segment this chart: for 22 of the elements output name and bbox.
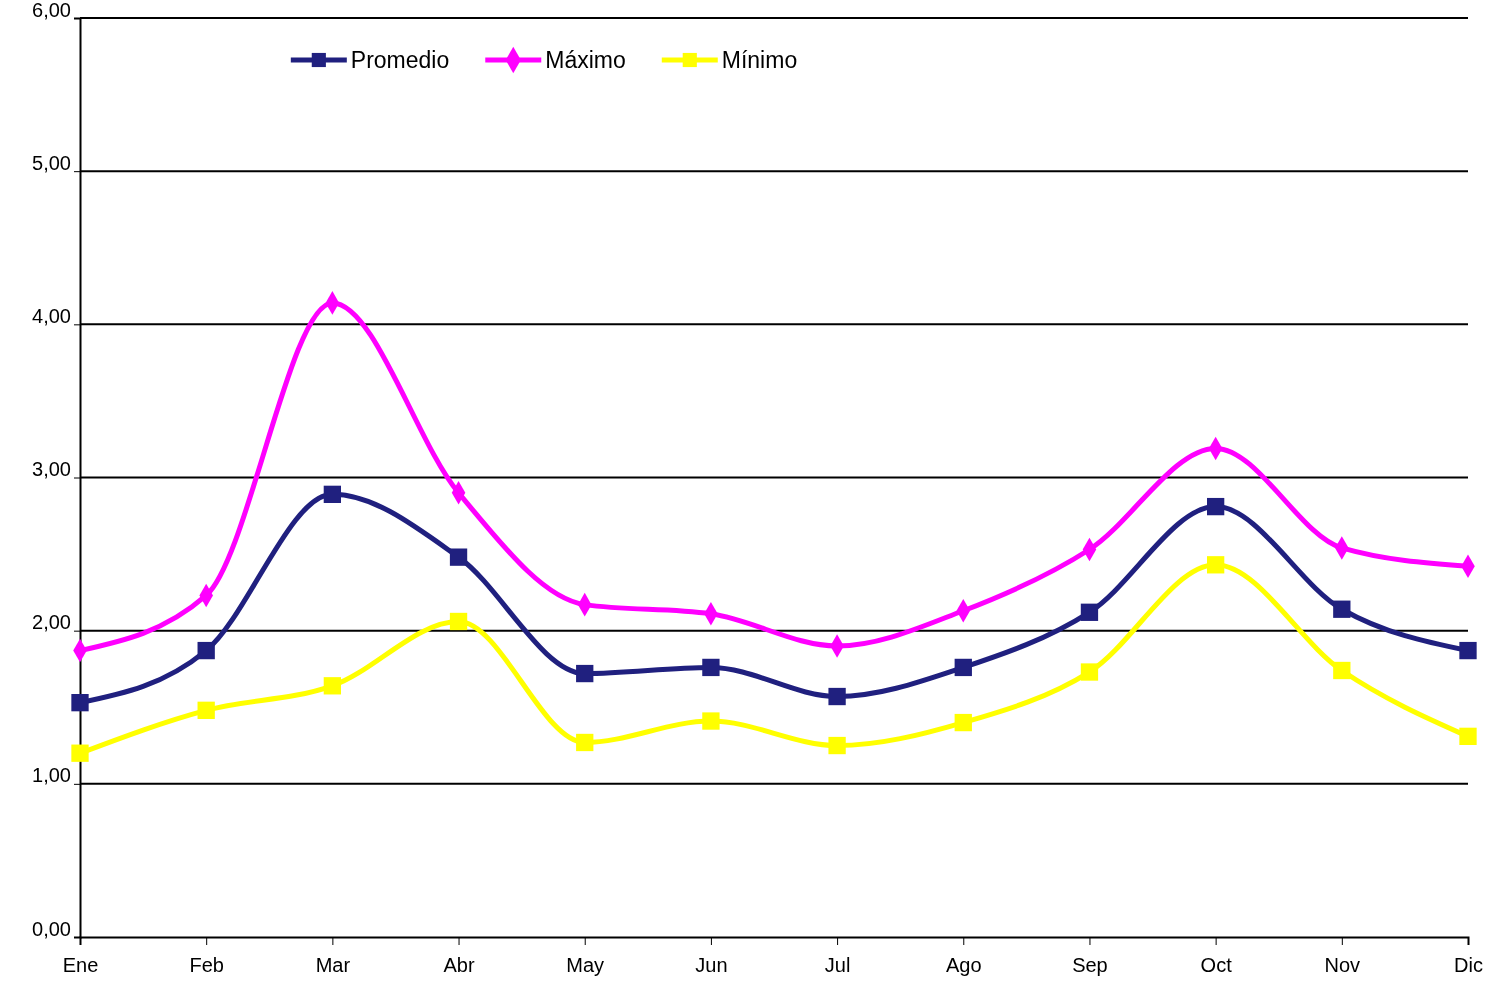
x-tick-label: Feb	[189, 954, 224, 976]
x-tick-label: Sep	[1072, 954, 1108, 976]
x-tick-label: Jun	[695, 954, 728, 976]
y-tick-label: 2,00	[32, 611, 71, 634]
x-tick-label: Ago	[945, 954, 982, 976]
x-tick-label: Jul	[824, 954, 851, 976]
y-tick-label: 1,00	[32, 764, 71, 787]
legend-label: Máximo	[545, 47, 626, 74]
legend-label: Mínimo	[721, 47, 798, 74]
y-tick-label: 0,00	[32, 917, 71, 940]
x-tick-label: Abr	[443, 954, 475, 976]
y-tick-label: 4,00	[32, 304, 71, 327]
legend-label: Promedio	[350, 47, 450, 74]
x-tick-label: May	[566, 954, 605, 976]
x-tick-label: Mar	[315, 954, 351, 976]
y-tick-label: 6,00	[32, 0, 71, 21]
y-tick-label: 3,00	[32, 458, 71, 480]
x-tick-label: Dic	[1454, 954, 1483, 976]
y-tick-label: 5,00	[32, 151, 71, 174]
x-tick-label: Ene	[62, 954, 99, 976]
x-tick-label: Oct	[1200, 954, 1233, 976]
x-tick-label: Nov	[1324, 954, 1361, 976]
